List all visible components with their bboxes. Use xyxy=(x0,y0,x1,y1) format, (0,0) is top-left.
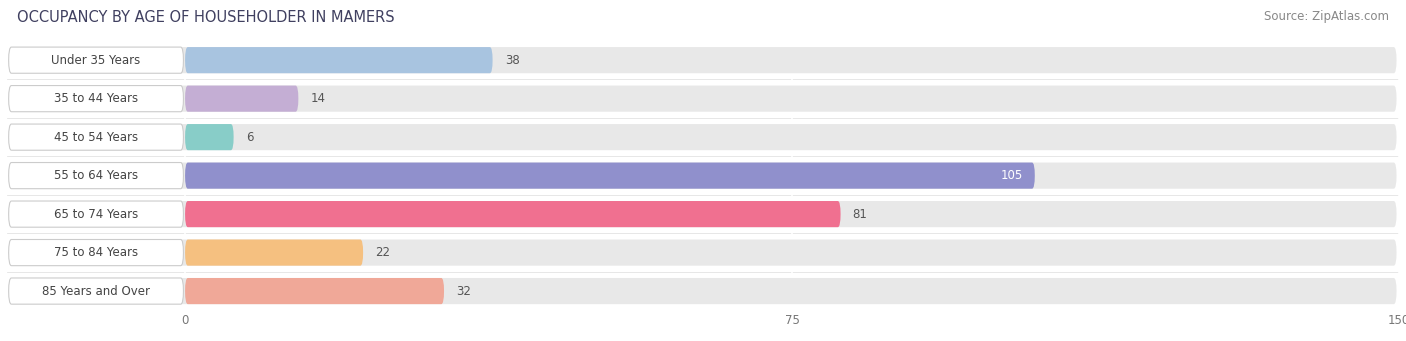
Text: 81: 81 xyxy=(852,208,868,221)
Text: Under 35 Years: Under 35 Years xyxy=(52,54,141,66)
Text: 38: 38 xyxy=(505,54,519,66)
FancyBboxPatch shape xyxy=(8,278,183,304)
Text: 45 to 54 Years: 45 to 54 Years xyxy=(53,131,138,144)
FancyBboxPatch shape xyxy=(10,124,1396,150)
Text: 22: 22 xyxy=(375,246,391,259)
FancyBboxPatch shape xyxy=(186,201,841,227)
Text: 32: 32 xyxy=(456,285,471,298)
FancyBboxPatch shape xyxy=(186,239,363,266)
Text: OCCUPANCY BY AGE OF HOUSEHOLDER IN MAMERS: OCCUPANCY BY AGE OF HOUSEHOLDER IN MAMER… xyxy=(17,10,395,25)
Text: 6: 6 xyxy=(246,131,253,144)
Text: 35 to 44 Years: 35 to 44 Years xyxy=(53,92,138,105)
FancyBboxPatch shape xyxy=(186,47,492,73)
FancyBboxPatch shape xyxy=(8,163,183,189)
FancyBboxPatch shape xyxy=(10,163,1396,189)
FancyBboxPatch shape xyxy=(8,124,183,150)
FancyBboxPatch shape xyxy=(8,201,183,227)
Text: Source: ZipAtlas.com: Source: ZipAtlas.com xyxy=(1264,10,1389,23)
Text: 105: 105 xyxy=(1001,169,1022,182)
FancyBboxPatch shape xyxy=(186,163,1035,189)
Text: 14: 14 xyxy=(311,92,326,105)
Text: 55 to 64 Years: 55 to 64 Years xyxy=(53,169,138,182)
FancyBboxPatch shape xyxy=(8,47,183,73)
FancyBboxPatch shape xyxy=(10,278,1396,304)
FancyBboxPatch shape xyxy=(186,86,298,112)
FancyBboxPatch shape xyxy=(10,239,1396,266)
Text: 85 Years and Over: 85 Years and Over xyxy=(42,285,150,298)
Text: 65 to 74 Years: 65 to 74 Years xyxy=(53,208,138,221)
FancyBboxPatch shape xyxy=(10,201,1396,227)
FancyBboxPatch shape xyxy=(10,86,1396,112)
Text: 75 to 84 Years: 75 to 84 Years xyxy=(53,246,138,259)
FancyBboxPatch shape xyxy=(186,124,233,150)
FancyBboxPatch shape xyxy=(8,86,183,112)
FancyBboxPatch shape xyxy=(10,47,1396,73)
FancyBboxPatch shape xyxy=(186,278,444,304)
FancyBboxPatch shape xyxy=(8,239,183,266)
